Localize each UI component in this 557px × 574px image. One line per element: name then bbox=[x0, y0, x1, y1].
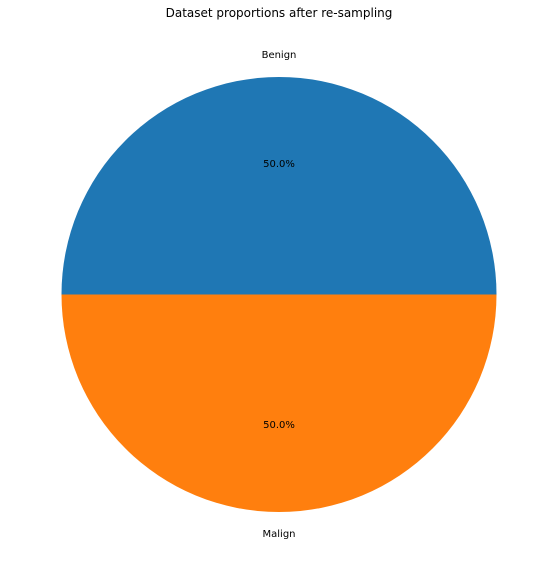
slice-label-malign: Malign bbox=[263, 529, 296, 540]
pie-slices bbox=[61, 77, 497, 512]
pct-label-malign: 50.0% bbox=[263, 420, 295, 431]
pct-label-benign: 50.0% bbox=[263, 159, 295, 170]
slice-label-benign: Benign bbox=[262, 50, 297, 61]
chart-title: Dataset proportions after re-sampling bbox=[166, 6, 393, 20]
pie-slice-benign bbox=[61, 77, 497, 295]
pie-slice-malign bbox=[61, 294, 497, 512]
pie-labels: Benign 50.0% Malign 50.0% bbox=[262, 50, 297, 540]
